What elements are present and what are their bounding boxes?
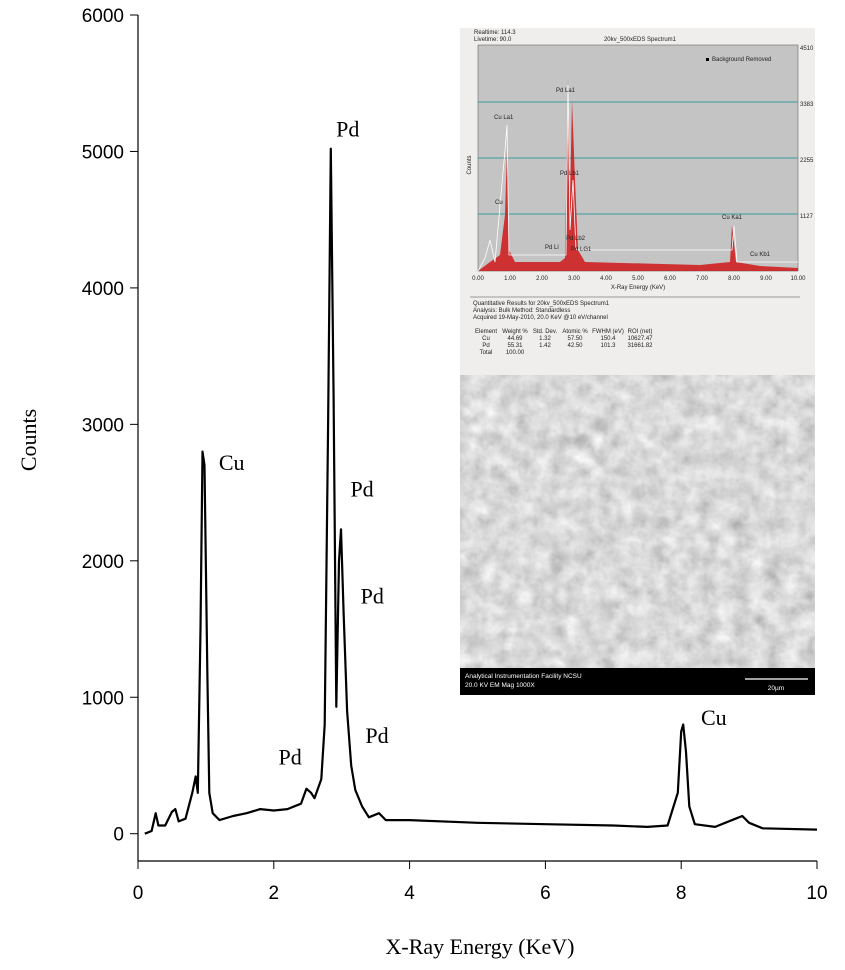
inset-table-cell: Element [475,329,497,335]
inset-peak: Pd La1 [556,88,576,94]
inset-xtick: 8.00 [728,276,740,282]
x-axis-label: X-Ray Energy (KeV) [386,934,575,959]
y-axis-label: Counts [16,409,41,471]
y-tick-label: 0 [113,825,124,846]
inset-peak: Pd Ll [545,245,559,251]
annotation: Pd [365,723,388,748]
inset-table-cell: Total [480,350,493,356]
y-tick-label: 5000 [82,142,124,163]
annotation: Pd [361,584,384,609]
y-tick-label: 3000 [82,415,124,436]
inset-text: Acquired 19-May-2010, 20.0 KeV @10 eV/ch… [473,315,608,321]
inset-table-cell: Weight % [502,329,528,335]
inset-table-cell: Pd [482,343,489,349]
inset-xtick: 10.00 [790,276,806,282]
inset-spectrum-outline [477,84,798,272]
inset-xlabel: X-Ray Energy (KeV) [611,285,665,291]
x-tick-label: 8 [676,883,687,904]
inset-table-cell: ROI (net) [628,329,653,335]
annotation: Cu [219,450,245,475]
inset-xtick: 4.00 [600,276,612,282]
y-tick-label: 4000 [82,279,124,300]
inset-xtick: 5.00 [632,276,644,282]
x-tick-label: 6 [540,883,551,904]
scale-bar-label: 20µm [768,685,784,692]
y-tick-label: 2000 [82,552,124,573]
inset-text: Quantitative Results for 20kv_500xEDS Sp… [473,301,610,307]
inset-table-cell: Std. Dev. [533,329,558,335]
inset-table-cell: 31661.82 [627,343,653,349]
inset-text: Analysis: Bulk Method: Standardless [473,308,570,314]
inset-xtick: 6.00 [664,276,676,282]
annotation: Pd [350,476,373,501]
annotation: Pd [336,116,359,141]
inset-table-cell: 1.42 [539,343,551,349]
inset: Realtime: 114.3 Livetime: 90.0 20kv_500x… [460,28,815,695]
inset-xtick: 0.00 [472,276,484,282]
spectrum-line [144,147,818,835]
inset-xtick: 7.00 [696,276,708,282]
inset-peak: Pd Lb1 [560,171,580,177]
inset-table-cell: Atomic % [562,329,588,335]
inset-table-cell: 10627.47 [627,336,653,342]
inset-xtick: 9.00 [760,276,772,282]
inset-xtick: 1.00 [504,276,516,282]
inset-ytick: 3383 [800,102,814,108]
inset-xtick: 2.00 [536,276,548,282]
inset-table-cell: 150.4 [600,336,616,342]
inset-peak: Cu Ka1 [722,215,743,221]
y-tick-label: 1000 [82,688,124,709]
inset-legend-swatch [706,58,709,61]
inset-peak: Pd LG1 [571,247,592,253]
inset-ytick: 2255 [800,158,814,164]
inset-legend: Background Removed [712,57,771,63]
sem-caption-bar [460,668,815,695]
inset-xtick: 3.00 [568,276,580,282]
inset-text: Livetime: 90.0 [474,37,512,43]
inset-table-cell: 42.50 [567,343,583,349]
inset-title: 20kv_500xEDS Spectrum1 [604,37,677,43]
y-tick-label: 6000 [82,6,124,27]
inset-peak: Cu Kb1 [750,252,771,258]
inset-table-cell: 57.50 [567,336,583,342]
inset-ytick: 4510 [800,46,814,52]
sem-caption: 20.0 KV EM Mag 1000X [465,682,535,689]
inset-text: Realtime: 114.3 [474,30,516,36]
inset-table-cell: 44.69 [507,336,523,342]
inset-table-cell: FWHM (eV) [592,329,624,335]
sem-caption: Analytical Instrumentation Facility NCSU [465,673,582,680]
annotation: Cu [701,705,727,730]
inset-table-cell: 1.32 [539,336,551,342]
sem-image [460,375,815,668]
inset-peak: Cu [495,200,503,206]
inset-table-cell: 55.31 [507,343,523,349]
inset-table-cell: 101.3 [600,343,616,349]
x-tick-label: 2 [269,883,280,904]
x-tick-label: 0 [133,883,144,904]
annotation: Pd [278,745,301,770]
inset-peak: Cu La1 [494,115,514,121]
x-tick-label: 10 [806,883,827,904]
x-tick-label: 4 [404,883,415,904]
inset-table-cell: Cu [482,336,490,342]
inset-ylabel: Counts [467,155,473,174]
inset-peak: Pd Lb2 [566,236,586,242]
inset-table-cell: 100.00 [506,350,525,356]
inset-ytick: 1127 [800,214,814,220]
